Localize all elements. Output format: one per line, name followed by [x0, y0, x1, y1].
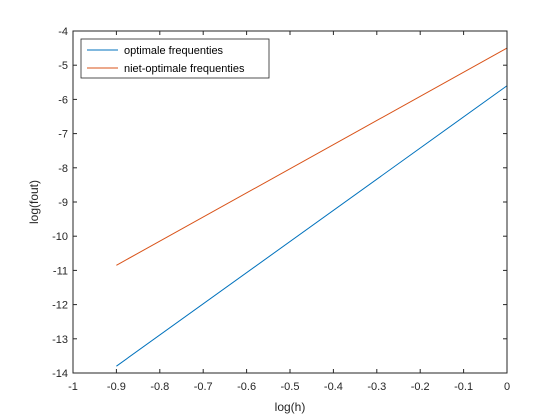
y-tick-label: -12	[52, 300, 68, 312]
x-axis-label: log(h)	[275, 400, 306, 414]
legend-label-niet-optimale: niet-optimale frequenties	[124, 63, 245, 75]
legend-box	[80, 38, 270, 79]
y-tick-label: -4	[58, 26, 68, 38]
y-tick-label: -13	[52, 334, 68, 346]
plot-area	[73, 31, 507, 373]
series-line-0	[116, 85, 508, 367]
y-tick-label: -6	[58, 94, 68, 106]
x-tick-label: -0.2	[411, 381, 430, 393]
x-tick-label: -0.9	[107, 381, 126, 393]
x-tick-label: 0	[504, 381, 510, 393]
x-tick-label: -0.7	[194, 381, 213, 393]
y-tick-label: -7	[58, 129, 68, 141]
x-tick-label: -1	[68, 381, 78, 393]
y-tick-label: -8	[58, 163, 68, 175]
legend: optimale frequenties niet-optimale frequ…	[80, 38, 270, 79]
x-axis-ticks: -1 -0.9 -0.8 -0.7 -0.6 -0.5 -0.4 -0.3 -0.2 -0.1 0	[68, 31, 510, 393]
x-tick-label: -0.6	[237, 381, 256, 393]
x-tick-label: -0.1	[454, 381, 473, 393]
x-tick-label: -0.4	[324, 381, 343, 393]
x-tick-label: -0.5	[281, 381, 300, 393]
series-layer	[116, 47, 508, 367]
y-tick-label: -5	[58, 60, 68, 72]
legend-label-optimale: optimale frequenties	[124, 45, 224, 57]
y-axis-label: log(fout)	[27, 180, 41, 224]
y-tick-label: -10	[52, 231, 68, 243]
y-tick-label: -14	[52, 368, 68, 380]
y-axis-ticks: -14 -13 -12 -11 -10 -9 -8 -7 -6 -5 -4	[52, 26, 507, 380]
x-tick-label: -0.8	[150, 381, 169, 393]
series-line-1	[116, 47, 508, 266]
y-tick-label: -11	[53, 265, 68, 277]
x-tick-label: -0.3	[367, 381, 386, 393]
y-tick-label: -9	[58, 197, 68, 209]
